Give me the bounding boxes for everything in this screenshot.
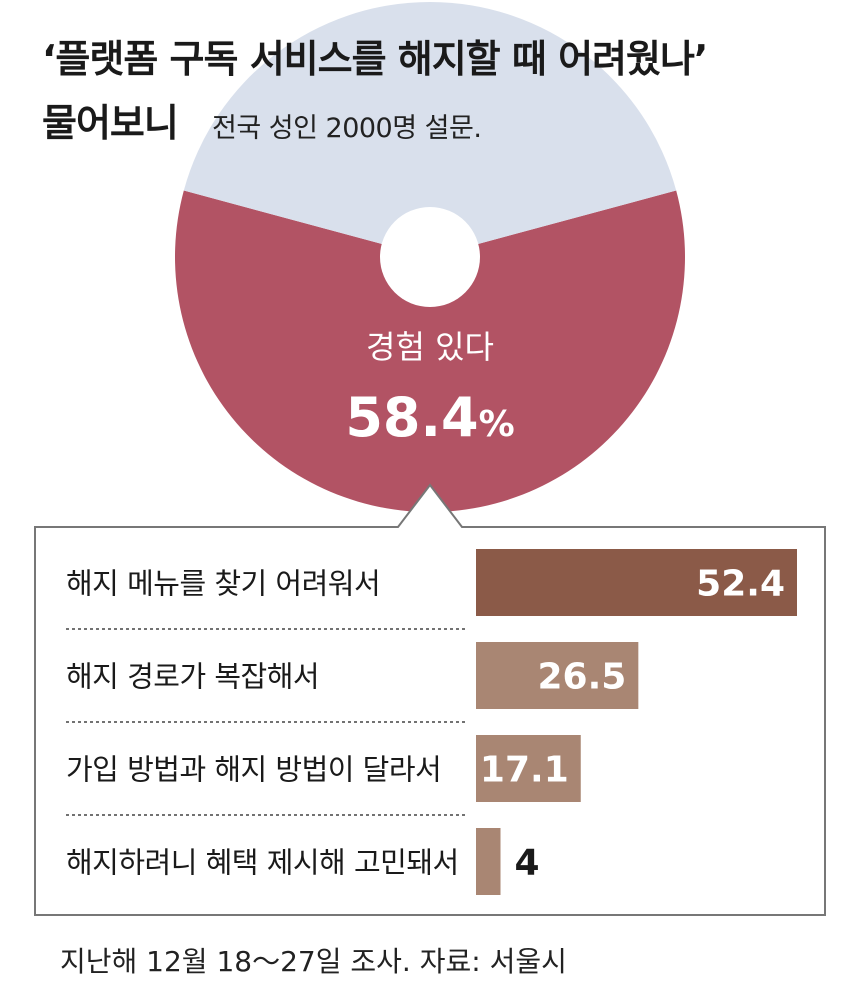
bar-2: [476, 735, 581, 802]
bar-category-label-3: 해지하려니 혜택 제시해 고민돼서: [66, 846, 459, 880]
chart-subtitle: 전국 성인 2000명 설문.: [212, 113, 482, 144]
bar-category-label-1: 해지 경로가 복잡해서: [66, 660, 319, 694]
pie-slice-label: 경험 있다: [366, 328, 494, 366]
chart-title: ‘플랫폼 구독 서비스를 해지할 때 어려웠나’: [42, 37, 708, 81]
donut-hole: [380, 207, 480, 307]
pie-slice-value: 58.4%: [345, 386, 515, 449]
bar-value-label-2: 17.1: [480, 750, 569, 791]
bar-category-label-0: 해지 메뉴를 찾기 어려워서: [66, 567, 380, 601]
chart-title-line2: 물어보니: [42, 101, 179, 145]
pie-slice-0: [174, 190, 685, 512]
bar-0: [476, 549, 797, 616]
bar-category-label-2: 가입 방법과 해지 방법이 달라서: [66, 753, 441, 787]
bar-1: [476, 642, 639, 709]
pie-slice-1: [183, 2, 677, 257]
bar-3: [476, 828, 501, 895]
bar-value-label-1: 26.5: [538, 657, 627, 698]
bar-value-label-0: 52.4: [696, 564, 785, 605]
source-note: 지난해 12월 18～27일 조사. 자료: 서울시: [60, 945, 567, 978]
bar-value-label-3: 4: [515, 843, 540, 884]
